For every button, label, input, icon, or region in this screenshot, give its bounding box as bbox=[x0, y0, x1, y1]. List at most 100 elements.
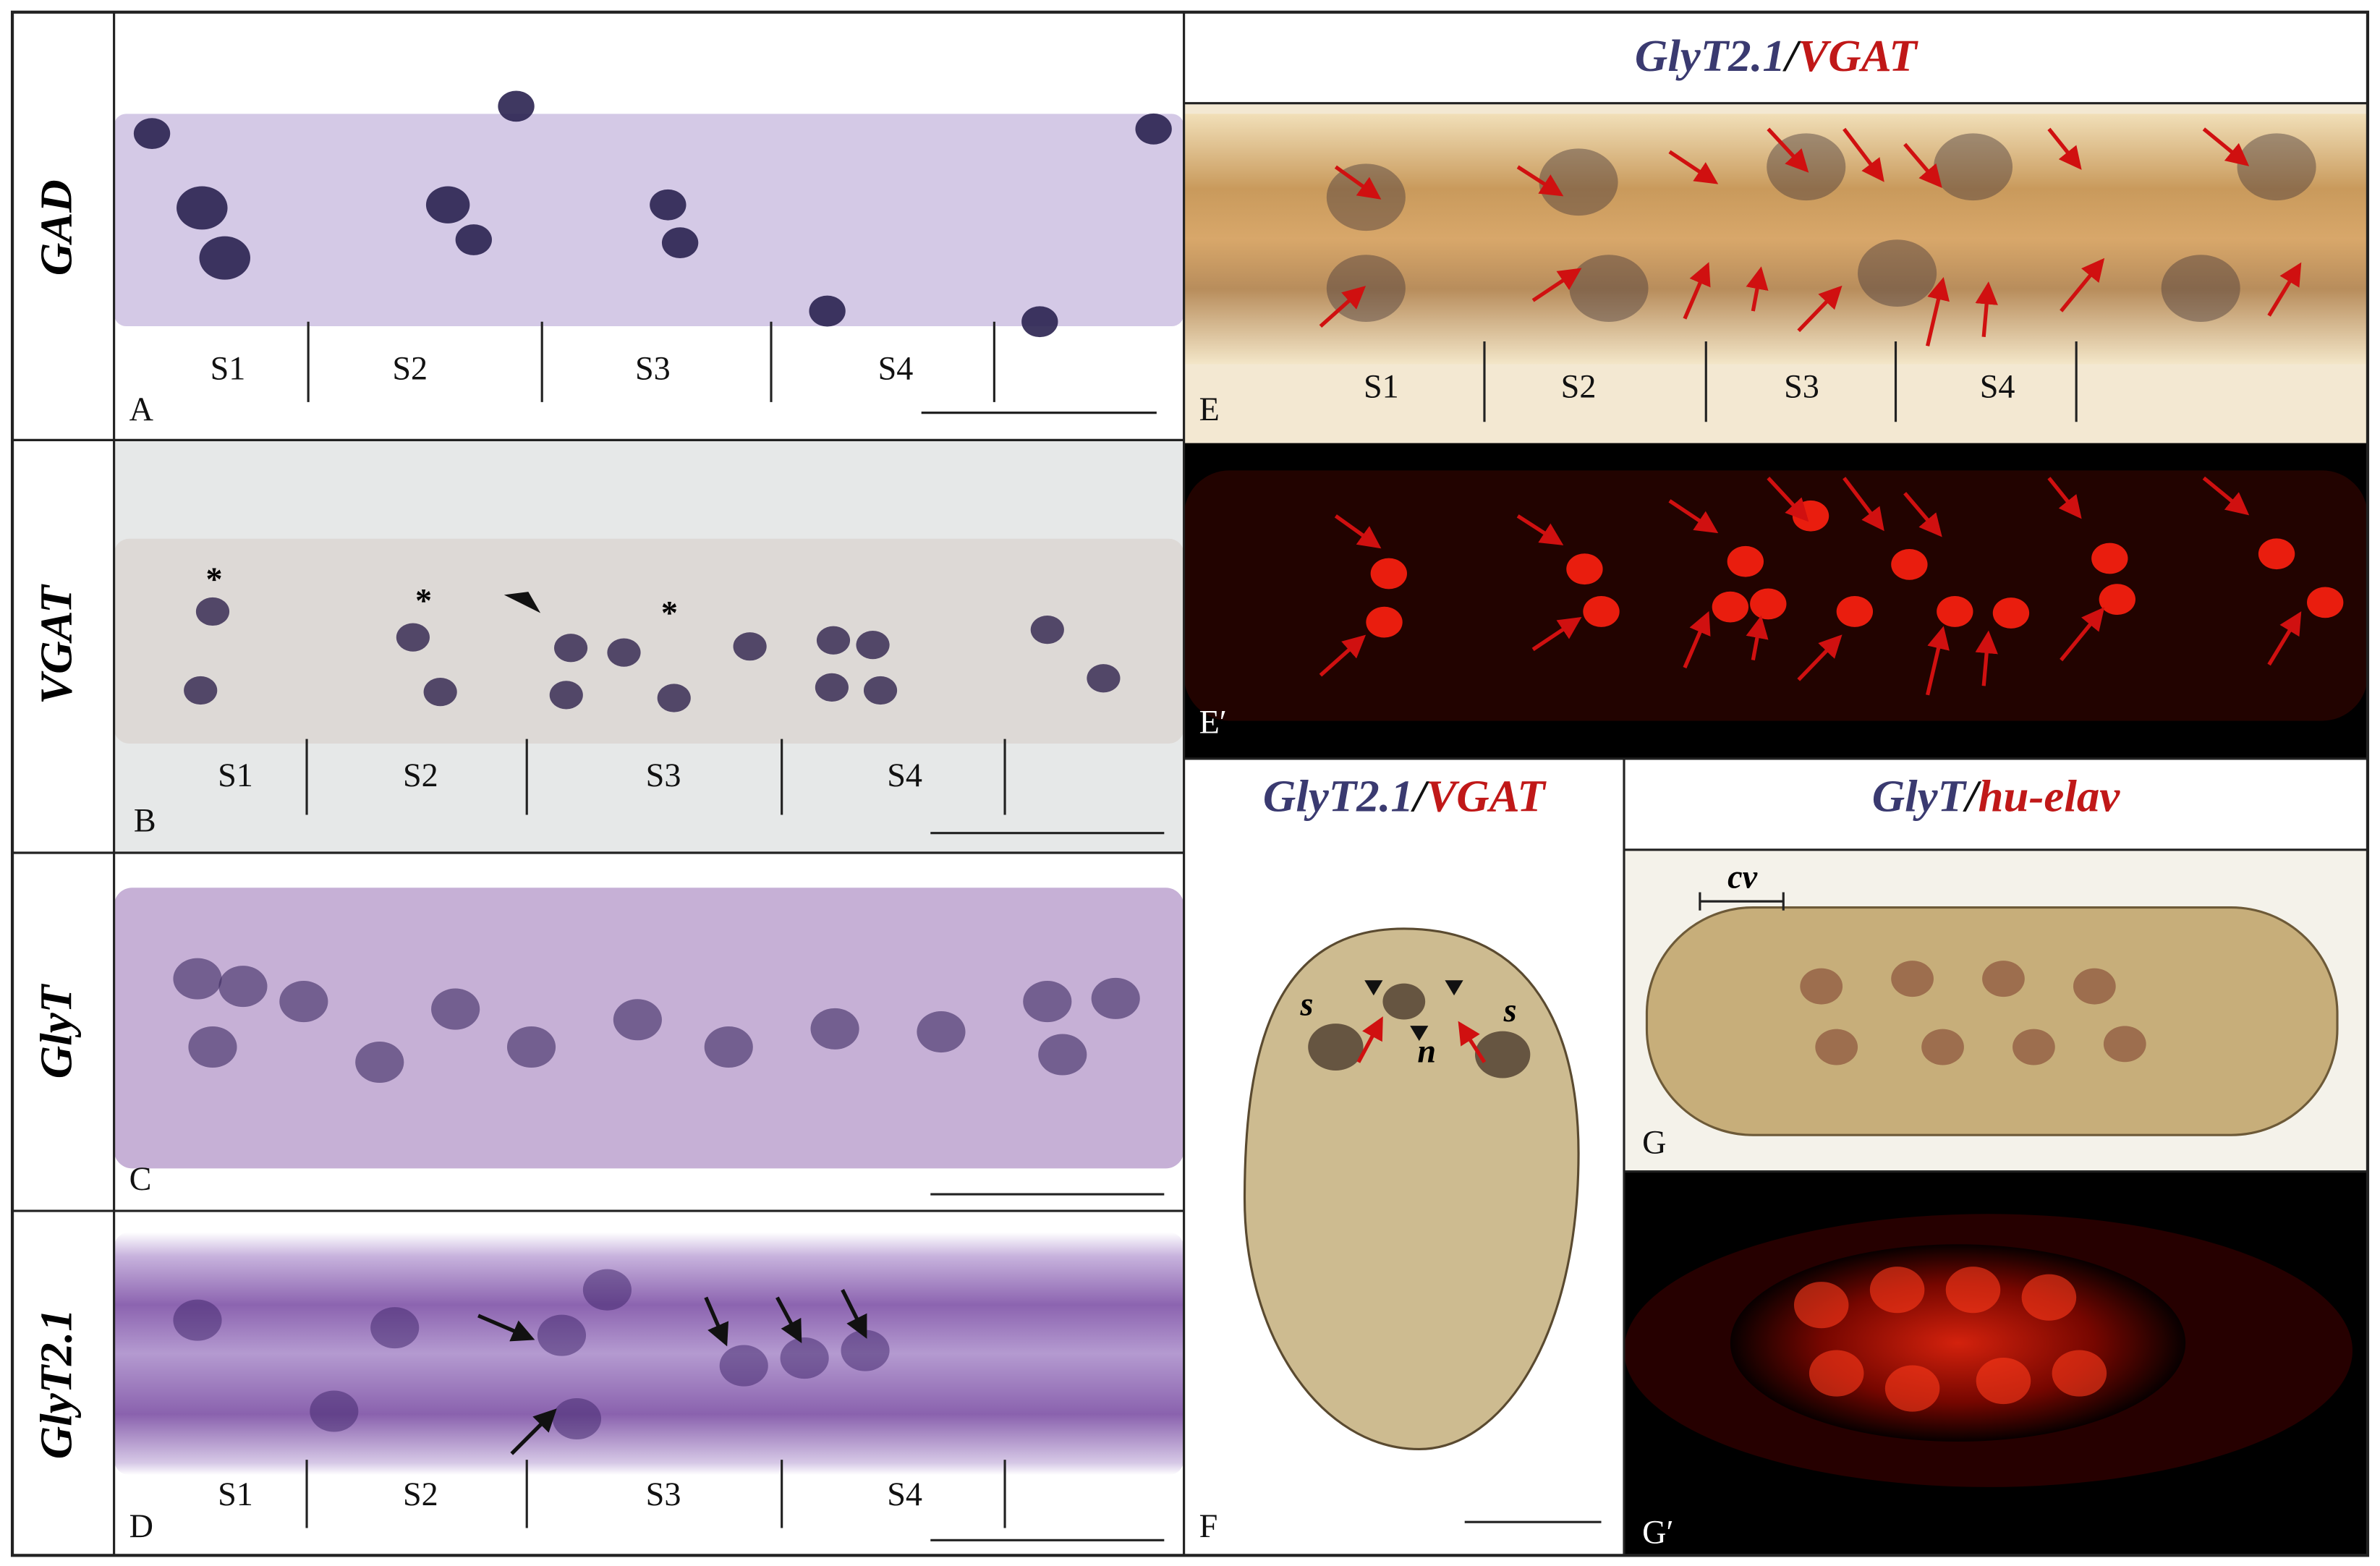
cell bbox=[1474, 1031, 1531, 1078]
cell bbox=[704, 1026, 753, 1068]
arrow bbox=[1926, 626, 1950, 696]
cell bbox=[2099, 584, 2135, 616]
cell bbox=[1030, 616, 1064, 644]
panel-title: GlyT2.1/VGAT bbox=[1263, 771, 1547, 822]
arrow bbox=[1975, 281, 1998, 337]
arrow bbox=[704, 1296, 729, 1347]
cell bbox=[1583, 596, 1620, 627]
arrow bbox=[2202, 127, 2250, 166]
cell bbox=[733, 632, 767, 661]
probe-name: VGAT bbox=[1426, 771, 1547, 822]
cell bbox=[1809, 1350, 1864, 1397]
cell bbox=[1366, 606, 1403, 638]
cell bbox=[1135, 113, 1172, 145]
cell bbox=[1091, 977, 1140, 1019]
cell bbox=[355, 1041, 404, 1084]
cell bbox=[173, 1299, 222, 1341]
arrow bbox=[1356, 1016, 1383, 1063]
cell bbox=[719, 1345, 768, 1387]
panel-letter: C bbox=[129, 1160, 152, 1197]
cell bbox=[1921, 1029, 1964, 1065]
cell bbox=[396, 623, 430, 652]
cell bbox=[2091, 542, 2128, 574]
cell bbox=[1539, 148, 1618, 216]
cell bbox=[425, 186, 470, 224]
cell bbox=[650, 189, 687, 221]
cell bbox=[2161, 255, 2240, 322]
cell bbox=[133, 118, 171, 150]
segment-label: S4 bbox=[887, 757, 922, 793]
cell bbox=[917, 1011, 966, 1053]
arrow bbox=[1746, 266, 1769, 312]
arrow bbox=[477, 1314, 535, 1342]
cell bbox=[2013, 1029, 2055, 1065]
cell bbox=[1712, 591, 1749, 623]
structure-label: s bbox=[1300, 986, 1314, 1023]
tissue bbox=[1183, 114, 2368, 365]
arrow bbox=[1458, 1021, 1487, 1063]
cell bbox=[1308, 1024, 1364, 1071]
arrow bbox=[1767, 477, 1809, 522]
cell bbox=[1038, 1034, 1087, 1076]
row-label: GAD bbox=[31, 179, 82, 276]
cell bbox=[184, 676, 218, 705]
cell bbox=[661, 227, 699, 259]
arrow bbox=[1903, 142, 1942, 188]
segment-label: S2 bbox=[403, 1476, 438, 1512]
probe-name: GlyT2.1 bbox=[1635, 30, 1785, 81]
cell bbox=[552, 1397, 602, 1440]
panel-letter: A bbox=[129, 391, 153, 427]
cell bbox=[1750, 588, 1787, 620]
panel-images bbox=[114, 12, 2368, 1556]
row-label: GlyT bbox=[31, 983, 82, 1078]
cell bbox=[856, 630, 890, 660]
cell bbox=[816, 626, 851, 655]
embryo bbox=[1645, 906, 2339, 1136]
cell bbox=[1566, 553, 1603, 585]
arrow bbox=[1843, 477, 1884, 532]
arrow bbox=[1903, 492, 1942, 537]
panel-letter: B bbox=[134, 802, 156, 839]
arrow bbox=[1746, 615, 1769, 661]
cell bbox=[188, 1026, 237, 1068]
cell bbox=[199, 236, 250, 280]
arrow bbox=[1668, 499, 1719, 534]
cell bbox=[455, 224, 492, 255]
arrow bbox=[1334, 514, 1382, 549]
cell bbox=[1569, 255, 1649, 322]
arrow bbox=[1531, 268, 1582, 302]
cell bbox=[2021, 1274, 2077, 1321]
probe-name: VGAT bbox=[1798, 30, 1918, 81]
cell bbox=[810, 1008, 859, 1050]
cell bbox=[1858, 239, 1937, 307]
cell bbox=[1937, 596, 1973, 627]
cell bbox=[1767, 133, 1846, 201]
cell bbox=[1792, 500, 1829, 532]
arrow bbox=[2047, 127, 2082, 170]
cell bbox=[1800, 968, 1843, 1005]
cell bbox=[1992, 597, 2030, 629]
cell bbox=[310, 1390, 359, 1432]
arrow bbox=[1516, 165, 1564, 197]
cell bbox=[809, 295, 846, 327]
segment-label: S1 bbox=[218, 1476, 253, 1512]
cell bbox=[780, 1337, 829, 1379]
segment-label: S1 bbox=[218, 757, 253, 793]
arrow bbox=[1334, 165, 1382, 200]
arrow bbox=[1797, 634, 1843, 681]
cell bbox=[423, 678, 457, 707]
arrow bbox=[1668, 150, 1719, 184]
panel-letter: D bbox=[129, 1507, 153, 1544]
arrow bbox=[1516, 514, 1564, 545]
cell bbox=[549, 681, 583, 710]
cell bbox=[1945, 1267, 2001, 1314]
arrow bbox=[1797, 285, 1843, 333]
panel-title: GlyT2.1/VGAT bbox=[1635, 30, 1918, 81]
cell bbox=[173, 958, 222, 1000]
cell bbox=[1884, 1365, 1940, 1412]
panel-letter: E bbox=[1199, 391, 1220, 427]
panel-letter: G bbox=[1642, 1123, 1666, 1160]
arrow bbox=[1926, 276, 1950, 346]
segment-label: S2 bbox=[392, 350, 428, 387]
